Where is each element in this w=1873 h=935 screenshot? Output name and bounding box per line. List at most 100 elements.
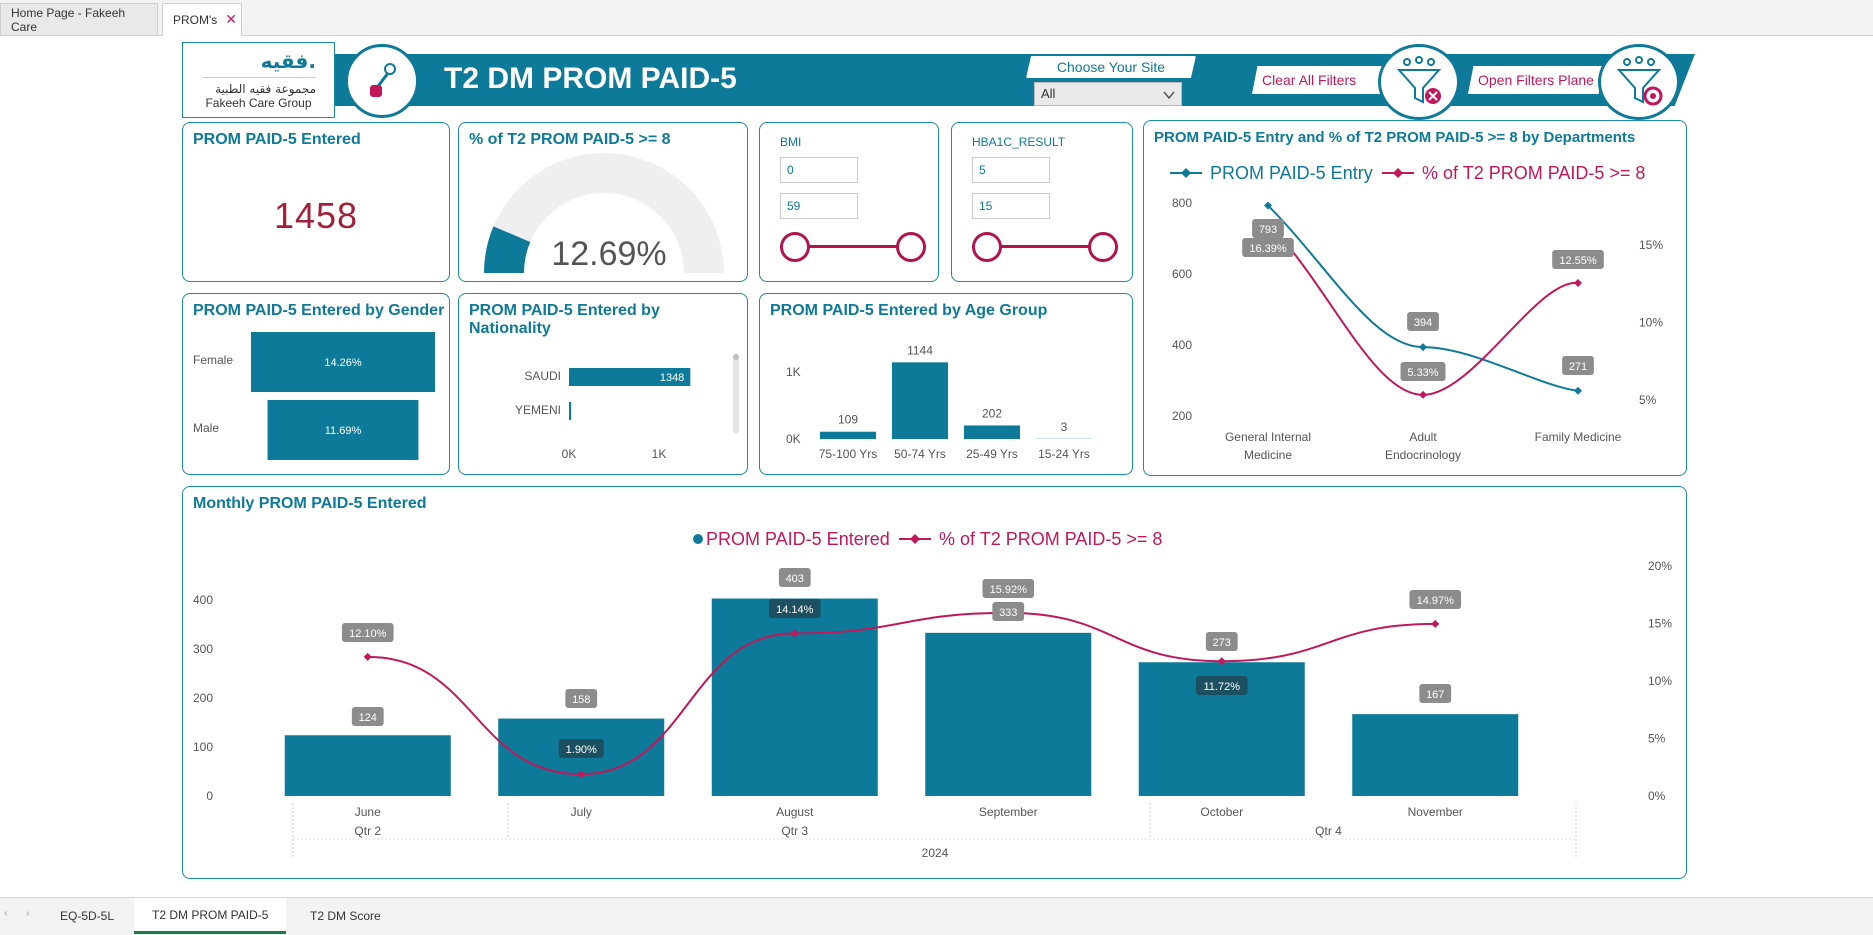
clear-filters-button[interactable]: Clear All Filters	[1252, 66, 1388, 94]
dept-chart: PROM PAID-5 Entry % of T2 PROM PAID-5 >= …	[1170, 163, 1663, 462]
dept-entry-label-bg	[1407, 312, 1439, 331]
monthly-legend-pct: % of T2 PROM PAID-5 >= 8	[939, 529, 1162, 549]
dept-entry-point	[1419, 343, 1427, 352]
kpi-gauge-card: % of T2 PROM PAID-5 >= 8 12.69%	[458, 122, 748, 282]
page-tab-eq5d5l[interactable]: EQ-5D-5L	[42, 898, 132, 934]
monthly-pct-point	[577, 770, 586, 779]
dept-category-label: Family Medicine	[1535, 430, 1622, 444]
monthly-chart-card: Monthly PROM PAID-5 Entered PROM PAID-5 …	[182, 486, 1687, 879]
legend-pct-marker	[1393, 168, 1403, 178]
gauge-fill	[484, 226, 531, 273]
nationality-category-label: YEMENI	[515, 403, 561, 417]
monthly-entered-label-bg	[1419, 684, 1452, 703]
dept-ytick-left: 200	[1172, 409, 1192, 423]
monthly-ytick-right: 15%	[1648, 617, 1672, 631]
nationality-scrollbar[interactable]	[733, 354, 739, 434]
dept-legend-entry: PROM PAID-5 Entry	[1210, 163, 1373, 183]
dept-entry-label: 394	[1414, 317, 1432, 329]
gender-category-label: Female	[193, 353, 233, 367]
hba1c-slider-handle-min[interactable]	[972, 232, 1002, 262]
dept-entry-label-bg	[1562, 356, 1594, 375]
monthly-quarter-label: Qtr 3	[781, 824, 808, 838]
age-bar	[964, 425, 1020, 439]
hba1c-slider-track	[986, 245, 1110, 248]
kpi-entered-card: PROM PAID-5 Entered 1458	[182, 122, 450, 282]
dept-chart-card: PROM PAID-5 Entry and % of T2 PROM PAID-…	[1143, 120, 1687, 476]
monthly-ytick-right: 0%	[1648, 789, 1666, 803]
monthly-pct-label: 1.90%	[566, 744, 597, 756]
page-tab-prom-paid5-label: T2 DM PROM PAID-5	[152, 907, 269, 922]
dept-entry-label: 271	[1569, 361, 1587, 373]
monthly-pct-line	[367, 611, 1436, 776]
gender-bar	[251, 332, 435, 392]
monthly-ytick-left: 200	[193, 691, 213, 705]
gender-data-label: 14.26%	[324, 357, 362, 369]
clear-filters-icon[interactable]	[1378, 44, 1460, 120]
dept-pct-label-bg	[1242, 238, 1294, 257]
nationality-category-label: SAUDI	[524, 369, 561, 383]
header-hand-icon	[345, 44, 419, 118]
gender-category-label: Male	[193, 421, 219, 435]
monthly-chart: PROM PAID-5 Entered % of T2 PROM PAID-5 >…	[193, 529, 1672, 860]
dept-entry-label-bg	[1252, 219, 1284, 238]
hba1c-min-input[interactable]: 5	[972, 157, 1050, 183]
site-select-value: All	[1041, 86, 1056, 101]
nationality-xtick: 1K	[652, 447, 667, 461]
tab-home-page[interactable]: Home Page - Fakeeh Care	[0, 3, 158, 36]
open-filters-button[interactable]: Open Filters Plane	[1468, 66, 1604, 94]
scroll-right-icon[interactable]: ›	[26, 908, 30, 919]
header-logo-box: فقيه. مجموعة فقيه الطبية Fakeeh Care Gro…	[182, 42, 335, 118]
age-bar	[820, 431, 876, 439]
hba1c-max-input[interactable]: 15	[972, 193, 1050, 219]
age-data-label: 202	[982, 406, 1002, 420]
open-filters-icon[interactable]	[1598, 44, 1680, 120]
hba1c-slider-handle-max[interactable]	[1088, 232, 1118, 262]
top-tab-bar: Home Page - Fakeeh Care PROM's ✕	[0, 0, 1873, 36]
monthly-bar	[284, 735, 451, 796]
dept-entry-point	[1264, 201, 1272, 210]
age-category-label: 25-49 Yrs	[966, 447, 1018, 461]
monthly-entered-label: 167	[1426, 689, 1444, 701]
dept-ytick-left: 600	[1172, 267, 1192, 281]
monthly-pct-label: 14.14%	[776, 604, 814, 616]
gender-data-label: 11.69%	[325, 425, 362, 437]
kpi-gauge-value: 12.69%	[551, 235, 667, 273]
monthly-quarter-label: Qtr 4	[1315, 824, 1342, 838]
age-chart: 0K 1K 109 75-100 Yrs 1144 50-74 Yrs 202 25-49 Y…	[786, 343, 1092, 461]
dept-entry-label: 793	[1259, 224, 1277, 236]
bmi-max-input[interactable]: 59	[780, 193, 858, 219]
age-chart-card: PROM PAID-5 Entered by Age Group 0K 1K 109…	[759, 293, 1133, 475]
monthly-pct-label: 11.72%	[1204, 681, 1241, 693]
monthly-pct-label: 12.10%	[349, 628, 387, 640]
monthly-entered-label-bg	[992, 602, 1025, 621]
site-select[interactable]: All	[1034, 82, 1182, 106]
bmi-slicer-card: BMI 0 59	[759, 122, 939, 282]
monthly-bar	[711, 598, 878, 796]
bmi-title: BMI	[780, 135, 802, 149]
bmi-min-input[interactable]: 0	[780, 157, 858, 183]
gender-chart: Female 14.26% Male 11.69%	[193, 332, 435, 460]
dept-pct-label: 12.55%	[1559, 255, 1597, 267]
monthly-pct-point	[1431, 619, 1440, 628]
scroll-left-icon[interactable]: ‹	[4, 908, 8, 919]
nationality-chart-title: PROM PAID-5 Entered by Nationality	[469, 302, 660, 337]
monthly-ytick-right: 5%	[1648, 732, 1666, 746]
monthly-entered-label: 403	[786, 573, 804, 585]
tab-home-label: Home Page - Fakeeh Care	[11, 5, 126, 34]
age-data-label: 1144	[907, 343, 933, 357]
close-tab-icon[interactable]: ✕	[225, 11, 238, 27]
dept-ytick-left: 400	[1172, 338, 1192, 352]
bmi-slider-handle-max[interactable]	[896, 232, 926, 262]
tab-proms[interactable]: PROM's ✕	[162, 3, 242, 36]
bmi-slider-handle-min[interactable]	[780, 232, 810, 262]
monthly-legend-entered: PROM PAID-5 Entered	[706, 529, 890, 549]
page-tab-eq5d5l-label: EQ-5D-5L	[60, 909, 115, 923]
page-tab-t2dm-score[interactable]: T2 DM Score	[292, 898, 399, 934]
monthly-entered-label-bg	[1205, 632, 1238, 651]
monthly-category-label: October	[1200, 805, 1243, 819]
dept-category-label: Medicine	[1244, 448, 1292, 462]
page-tab-prom-paid5[interactable]: T2 DM PROM PAID-5	[134, 898, 287, 934]
nationality-chart-card: PROM PAID-5 Entered by Nationality SAUDI…	[458, 293, 748, 475]
dept-pct-label: 16.39%	[1249, 243, 1287, 255]
age-bar	[892, 362, 948, 439]
